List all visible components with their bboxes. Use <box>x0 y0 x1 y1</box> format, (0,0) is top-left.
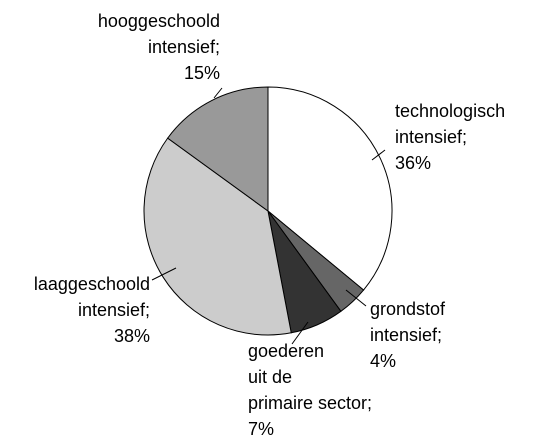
leader-line <box>151 267 177 281</box>
slice-label: laaggeschoold <box>34 274 150 294</box>
slice-label: intensief; <box>370 325 442 345</box>
value-label: 7% <box>248 419 274 437</box>
value-label: 4% <box>370 351 396 371</box>
leader-line <box>345 289 367 307</box>
leader-line <box>213 87 223 99</box>
pie-slice <box>267 86 393 291</box>
slice-label: primaire sector; <box>248 393 372 413</box>
slice-label: hooggeschoold <box>98 11 220 31</box>
slice-label: goederen <box>248 341 324 361</box>
value-label: 36% <box>395 153 431 173</box>
leader-line <box>371 149 386 161</box>
leader-line <box>291 321 309 345</box>
pie-slice <box>143 137 292 336</box>
slice-label: uit de <box>248 367 292 387</box>
slice-label: grondstof <box>370 299 446 319</box>
slice-label: intensief; <box>78 300 150 320</box>
slice-label: intensief; <box>148 37 220 57</box>
value-label: 38% <box>114 326 150 346</box>
slice-label: technologisch <box>395 101 505 121</box>
value-label: 15% <box>184 63 220 83</box>
slice-label: intensief; <box>395 127 467 147</box>
pie-slice <box>166 86 269 212</box>
